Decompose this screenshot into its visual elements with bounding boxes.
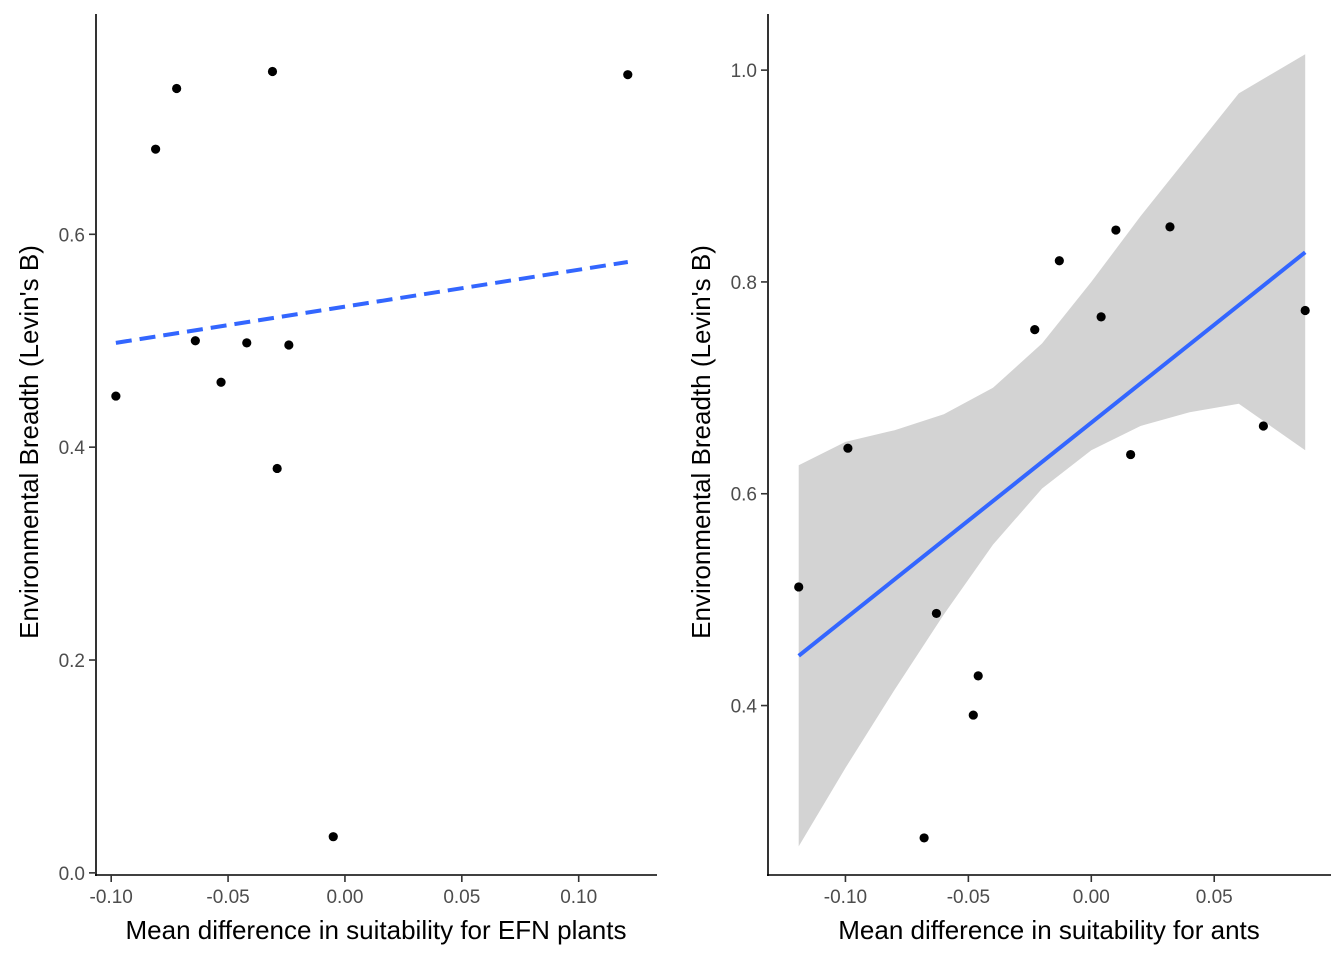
data-point xyxy=(1054,256,1064,266)
data-point xyxy=(272,463,282,474)
data-point xyxy=(794,582,804,592)
y-tick-label: 0.8 xyxy=(731,273,757,294)
x-tick-label: 0.05 xyxy=(443,887,480,908)
y-axis-title: Environmental Breadth (Levin's B) xyxy=(14,245,44,639)
data-point xyxy=(623,70,633,80)
data-point xyxy=(919,833,929,843)
data-point xyxy=(216,377,226,387)
data-point xyxy=(1111,225,1121,235)
y-tick-label: 1.0 xyxy=(731,61,757,82)
data-point xyxy=(1300,305,1310,316)
data-point xyxy=(968,710,978,720)
confidence-ribbon xyxy=(798,54,1306,847)
data-point xyxy=(172,83,182,94)
regression-line xyxy=(797,250,1307,658)
data-point xyxy=(843,443,853,453)
panel-efn-plants: -0.10 -0.05 0.00 0.05 0.10 0.0 0.2 0.4 0.6 Mean… xyxy=(14,14,657,945)
x-tick-label: -0.05 xyxy=(947,887,990,908)
data-point xyxy=(1258,421,1268,431)
data-point xyxy=(1096,312,1106,322)
x-tick-label: -0.05 xyxy=(206,887,249,908)
y-tick-label: 0.2 xyxy=(59,651,85,672)
data-point xyxy=(284,340,294,350)
y-axis-title: Environmental Breadth (Levin's B) xyxy=(686,245,716,639)
data-point xyxy=(151,144,161,154)
x-axis-title: Mean difference in suitability for ants xyxy=(838,915,1260,945)
data-point xyxy=(1126,449,1136,460)
x-tick-label: 0.00 xyxy=(326,887,363,908)
x-tick-label: -0.10 xyxy=(824,887,867,908)
data-point xyxy=(242,338,252,348)
data-point xyxy=(190,336,200,346)
panel-ants: -0.10 -0.05 0.00 0.05 0.4 0.6 0.8 1.0 Mean dif… xyxy=(686,14,1331,945)
data-point xyxy=(973,671,983,681)
data-point xyxy=(328,832,338,842)
y-tick-label: 0.6 xyxy=(731,485,757,506)
x-tick-label: 0.10 xyxy=(560,887,597,908)
x-tick-label: -0.10 xyxy=(90,887,133,908)
y-tick-label: 0.0 xyxy=(59,864,85,885)
data-point xyxy=(931,608,942,619)
y-tick-label: 0.6 xyxy=(59,225,85,246)
data-point xyxy=(111,391,121,401)
y-tick-label: 0.4 xyxy=(59,438,86,459)
x-axis-title: Mean difference in suitability for EFN p… xyxy=(126,915,627,945)
data-point xyxy=(1030,324,1040,335)
x-tick-label: 0.05 xyxy=(1196,887,1233,908)
data-point xyxy=(267,66,278,77)
y-tick-label: 0.4 xyxy=(731,697,758,718)
data-point xyxy=(1165,222,1175,232)
regression-line xyxy=(115,260,629,345)
x-tick-label: 0.00 xyxy=(1073,887,1110,908)
